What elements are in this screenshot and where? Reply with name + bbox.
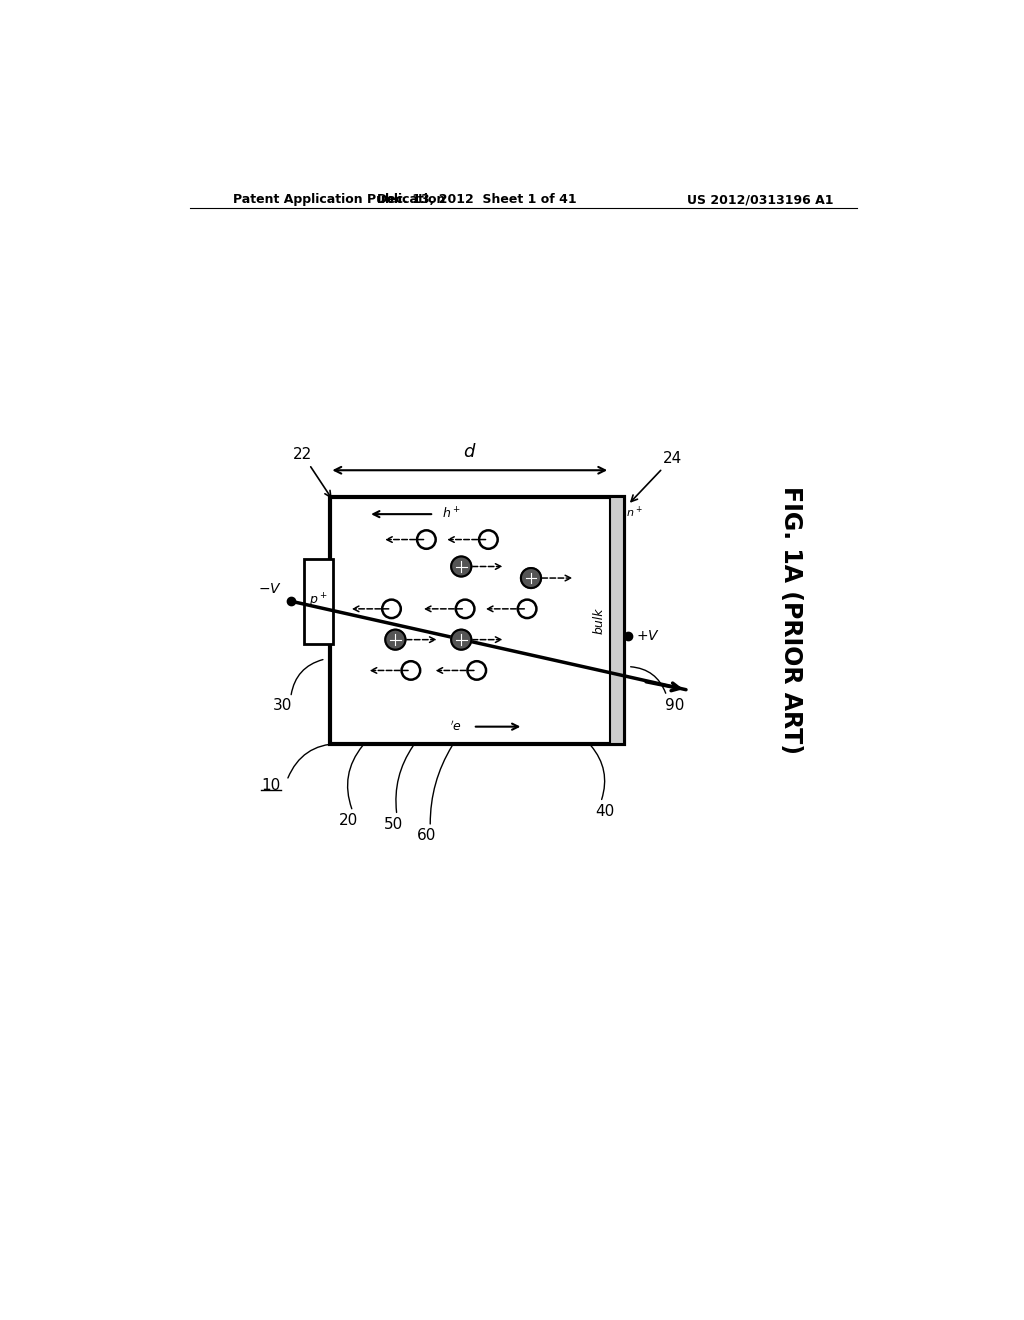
Text: $'e$: $'e$	[450, 719, 462, 734]
Text: 60: 60	[417, 829, 436, 843]
Circle shape	[521, 568, 541, 589]
Text: 24: 24	[631, 450, 682, 502]
Text: 90: 90	[665, 697, 684, 713]
Circle shape	[452, 557, 471, 577]
Text: 50: 50	[383, 817, 402, 832]
Text: $p^+$: $p^+$	[309, 591, 328, 610]
Circle shape	[385, 630, 406, 649]
Bar	[330, 498, 624, 743]
Text: $d$: $d$	[463, 444, 476, 461]
Text: 30: 30	[273, 697, 293, 713]
Text: Patent Application Publication: Patent Application Publication	[232, 193, 445, 206]
Text: $-V$: $-V$	[257, 582, 282, 595]
Text: 40: 40	[595, 804, 614, 818]
Text: 20: 20	[339, 813, 358, 828]
Text: $n^+$: $n^+$	[626, 506, 642, 520]
Circle shape	[452, 630, 471, 649]
Text: US 2012/0313196 A1: US 2012/0313196 A1	[687, 193, 834, 206]
Bar	[610, 498, 624, 743]
Text: $h^+$: $h^+$	[442, 507, 461, 521]
Text: Dec. 13, 2012  Sheet 1 of 41: Dec. 13, 2012 Sheet 1 of 41	[377, 193, 577, 206]
Text: 22: 22	[293, 446, 331, 498]
Text: FIG. 1A (PRIOR ART): FIG. 1A (PRIOR ART)	[778, 486, 803, 755]
Bar	[304, 558, 334, 644]
Text: 10: 10	[262, 779, 281, 793]
Text: bulk: bulk	[593, 607, 606, 634]
Text: $+V$: $+V$	[636, 628, 659, 643]
